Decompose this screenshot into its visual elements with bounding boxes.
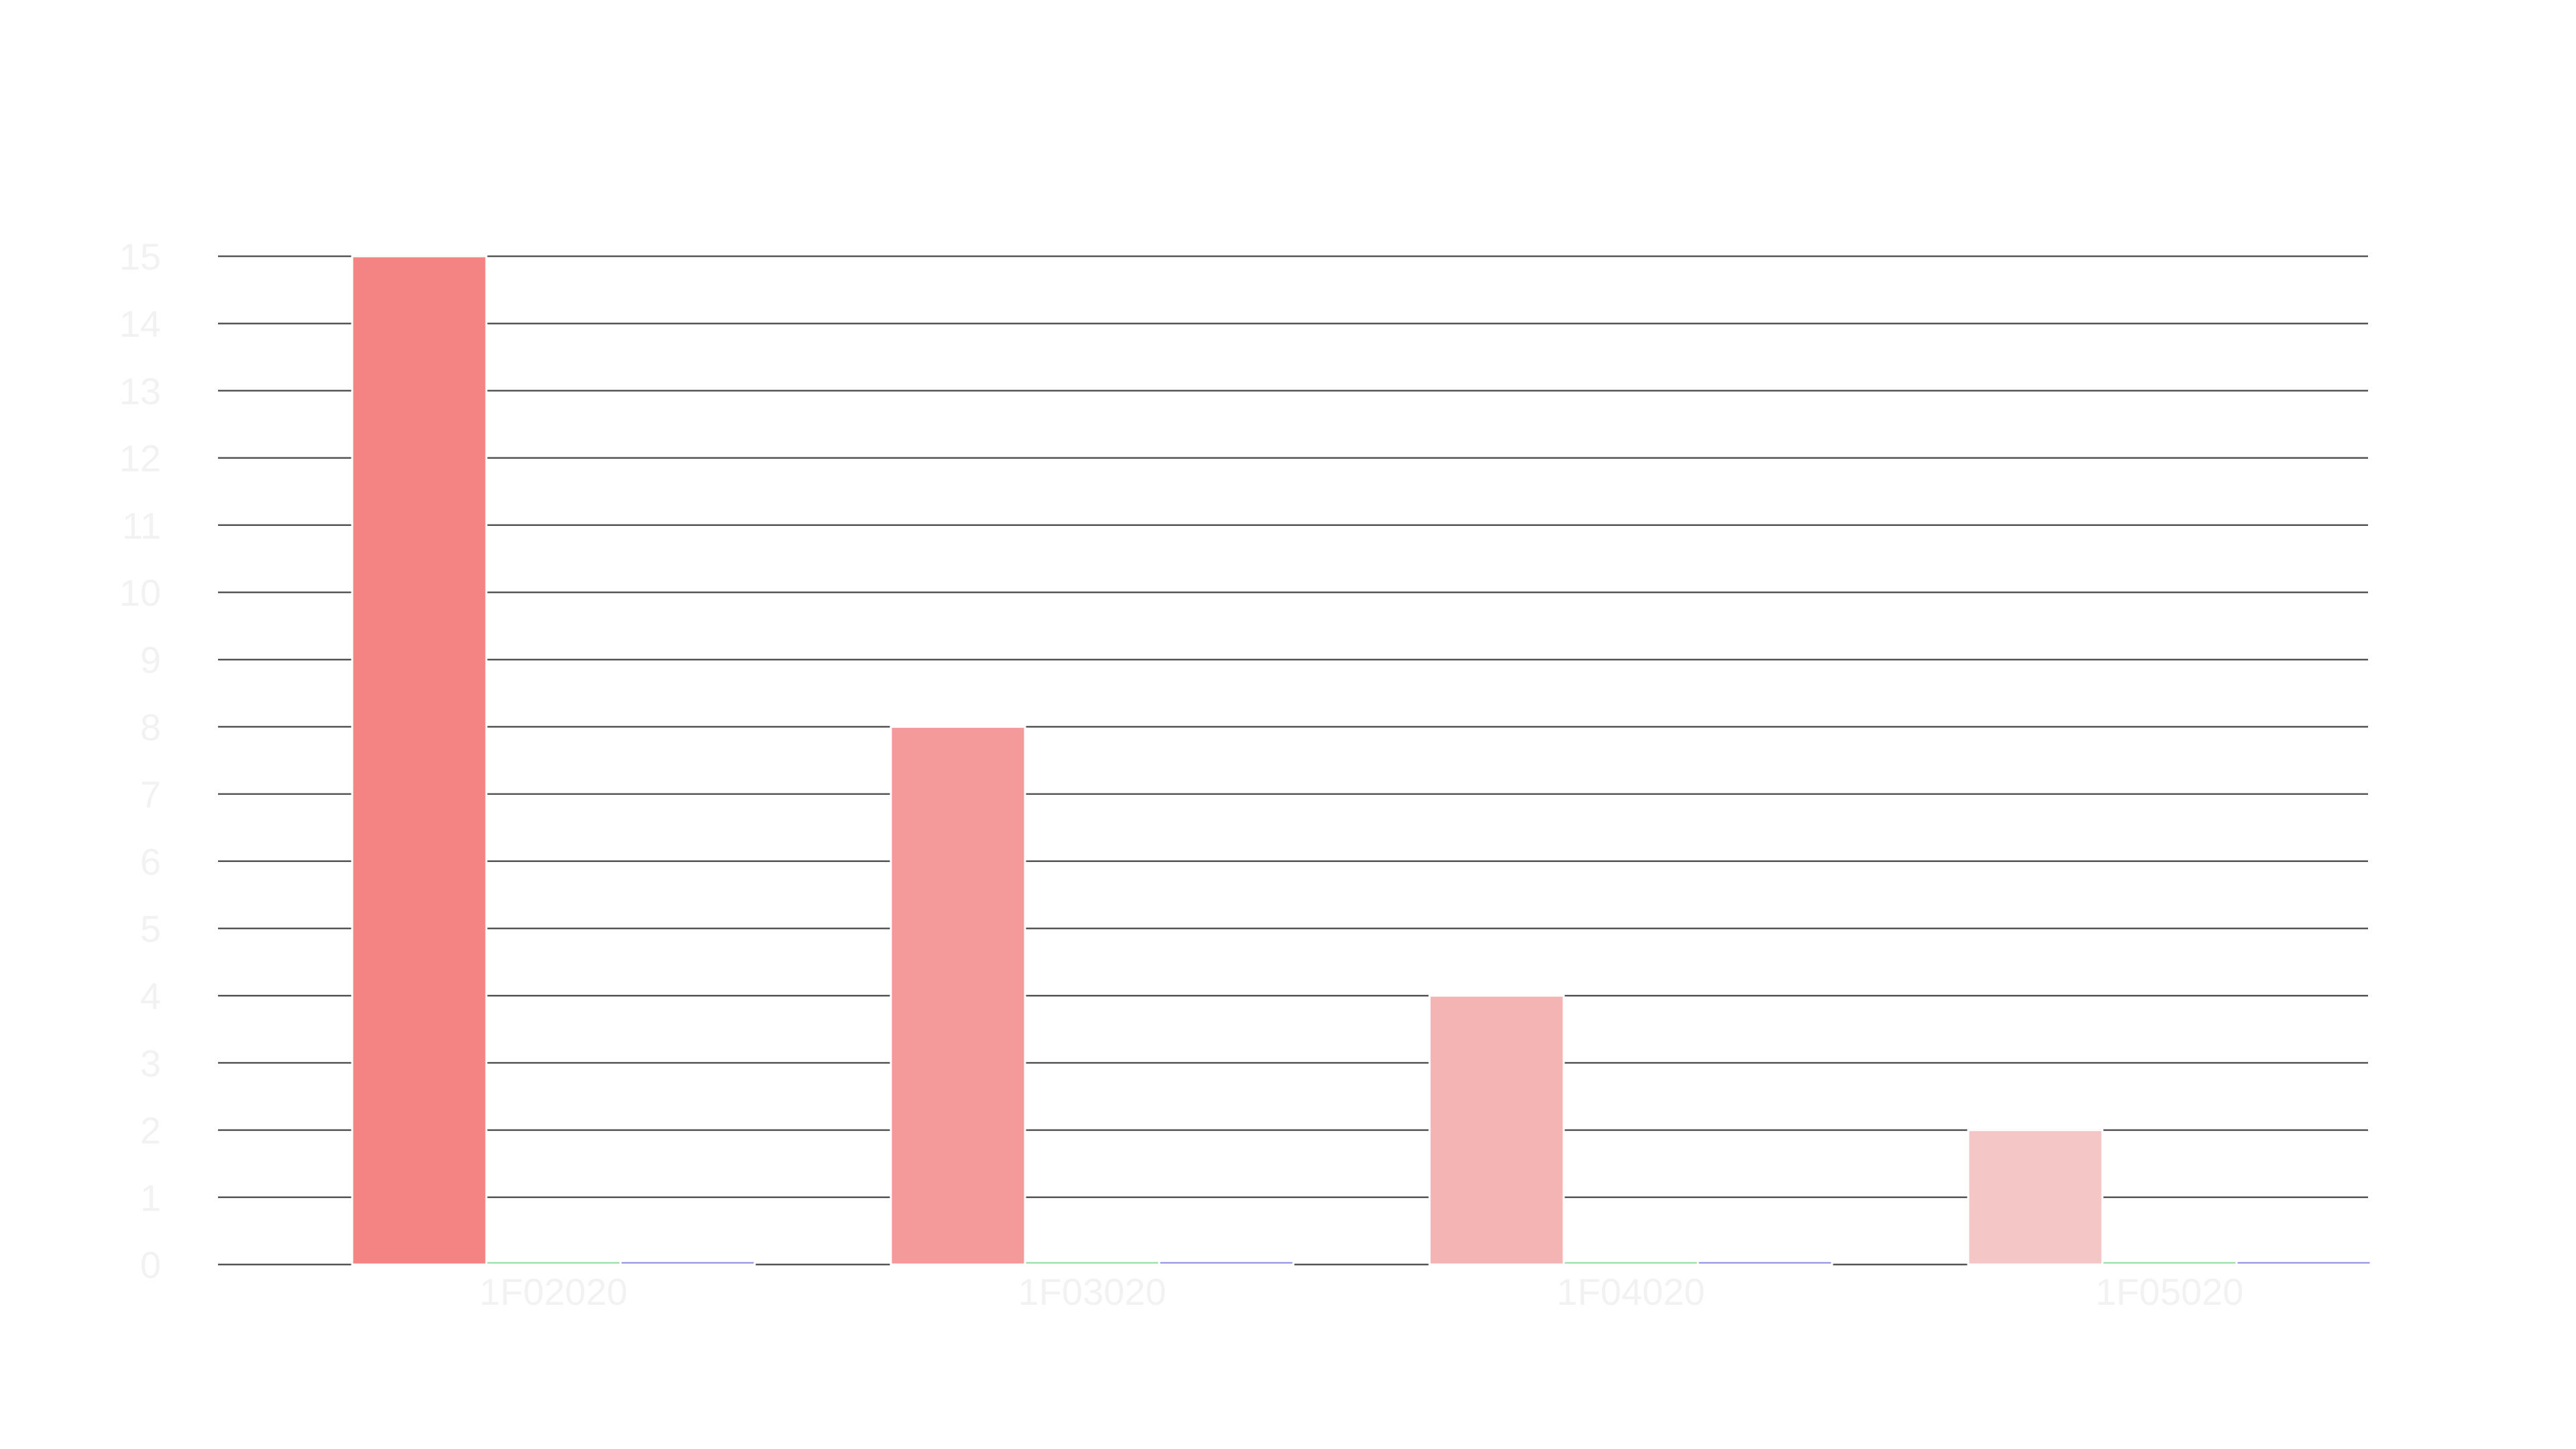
y-tick-label: 5 — [140, 908, 161, 950]
bar — [1024, 1260, 1161, 1266]
bar — [1697, 1260, 1833, 1266]
bar — [1967, 1129, 2104, 1266]
x-tick-labels: 1F02020 1F03020 1F04020 1F05020 — [479, 1271, 2243, 1313]
bar — [890, 725, 1026, 1266]
bar — [351, 255, 488, 1266]
y-tick-label: 9 — [140, 639, 161, 681]
bar — [485, 1260, 622, 1266]
bar — [2235, 1260, 2372, 1266]
y-tick-label: 8 — [140, 706, 161, 748]
y-tick-label: 6 — [140, 841, 161, 883]
grid-lines — [218, 255, 2368, 1266]
y-tick-label: 13 — [119, 370, 161, 412]
bar — [1562, 1260, 1699, 1266]
bars — [351, 255, 2372, 1266]
y-tick-label: 14 — [119, 303, 161, 345]
y-tick-label: 12 — [119, 437, 161, 480]
y-tick-label: 7 — [140, 773, 161, 816]
y-tick-label: 3 — [140, 1042, 161, 1084]
y-tick-label: 10 — [119, 572, 161, 614]
x-tick-label: 1F05020 — [2095, 1271, 2243, 1313]
y-tick-label: 15 — [119, 235, 161, 278]
bar — [619, 1260, 756, 1266]
y-tick-label: 0 — [140, 1244, 161, 1286]
bar — [1428, 994, 1565, 1266]
y-tick-label: 4 — [140, 975, 161, 1017]
y-tick-label: 2 — [140, 1110, 161, 1152]
bar — [2101, 1260, 2238, 1266]
x-tick-label: 1F02020 — [479, 1271, 627, 1313]
bar — [1158, 1260, 1295, 1266]
y-tick-label: 11 — [122, 504, 161, 547]
y-tick-label: 1 — [140, 1177, 161, 1219]
x-tick-label: 1F03020 — [1018, 1271, 1166, 1313]
x-tick-label: 1F04020 — [1556, 1271, 1705, 1313]
